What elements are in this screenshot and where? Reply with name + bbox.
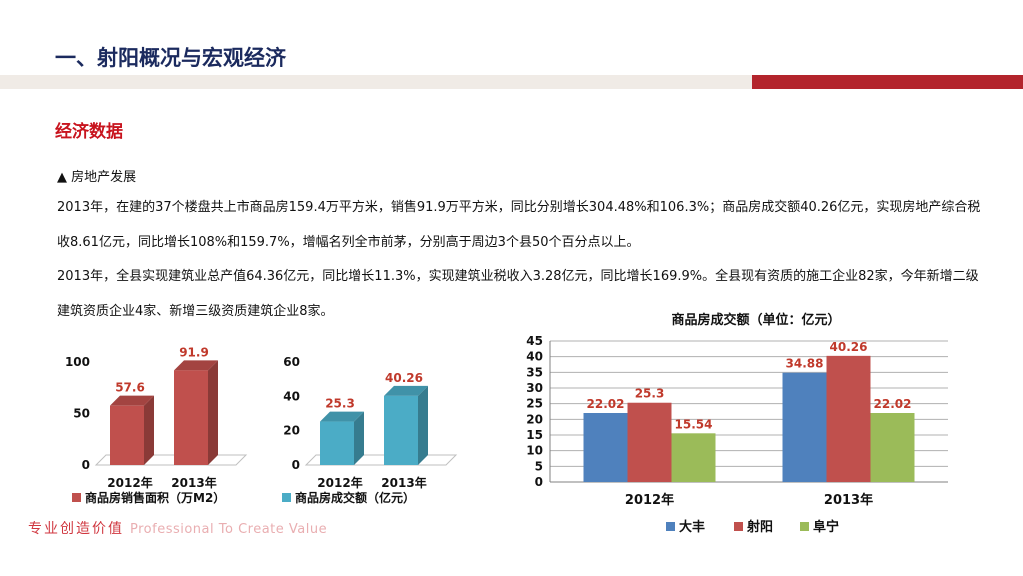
legend-swatch xyxy=(666,522,675,531)
header-divider-bar xyxy=(0,75,752,89)
bar-side xyxy=(208,360,218,465)
footer-logo-cn: 专业创造价值 xyxy=(28,521,124,537)
footer-logo-en: Professional To Create Value xyxy=(130,522,328,537)
x-tick-label: 2013年 xyxy=(381,475,426,490)
y-tick-label: 15 xyxy=(526,428,543,442)
data-label: 25.3 xyxy=(325,397,355,411)
bar xyxy=(671,433,716,482)
legend-label: 大丰 xyxy=(679,519,705,535)
paragraph-real-estate: 2013年，在建的37个楼盘共上市商品房159.4万平方米，销售91.9万平方米… xyxy=(57,200,981,250)
y-tick-label: 10 xyxy=(526,444,543,458)
footer-logo: 专业创造价值 Professional To Create Value xyxy=(28,518,327,538)
y-tick-label: 0 xyxy=(82,458,90,472)
y-tick-label: 30 xyxy=(526,381,543,395)
y-tick-label: 20 xyxy=(526,412,543,426)
chart-title: 商品房成交额（单位：亿元） xyxy=(671,312,840,328)
y-tick-label: 40 xyxy=(283,389,300,403)
y-tick-label: 60 xyxy=(283,355,300,369)
legend-swatch xyxy=(800,522,809,531)
data-label: 40.26 xyxy=(830,340,868,354)
bar xyxy=(110,405,144,465)
bar xyxy=(782,372,827,482)
bar-side xyxy=(354,411,364,465)
header-accent-bar xyxy=(752,75,1023,89)
y-tick-label: 40 xyxy=(526,350,543,364)
bar xyxy=(174,370,208,465)
data-label: 34.88 xyxy=(786,357,824,371)
bar-top xyxy=(110,395,154,406)
bar xyxy=(870,413,915,482)
legend-label: 商品房销售面积（万M2） xyxy=(85,490,225,505)
bar-top xyxy=(174,360,218,371)
legend-label: 阜宁 xyxy=(813,519,839,535)
subheading: ▲ 房地产发展 xyxy=(57,170,137,185)
x-tick-label: 2012年 xyxy=(107,475,152,490)
data-label: 22.02 xyxy=(874,397,912,411)
section-heading: 经济数据 xyxy=(55,122,123,142)
bar xyxy=(826,355,871,482)
x-tick-label: 2013年 xyxy=(171,475,216,490)
bar-side xyxy=(418,385,428,465)
data-label: 57.6 xyxy=(115,381,145,395)
y-tick-label: 0 xyxy=(292,458,300,472)
bar-side xyxy=(144,395,154,465)
y-tick-label: 45 xyxy=(526,334,543,348)
data-label: 91.9 xyxy=(179,345,209,359)
y-tick-label: 50 xyxy=(73,407,90,421)
x-tick-label: 2012年 xyxy=(317,475,362,490)
page-title: 一、射阳概况与宏观经济 xyxy=(55,46,286,70)
legend-swatch xyxy=(282,493,291,502)
y-tick-label: 35 xyxy=(526,365,543,379)
y-tick-label: 20 xyxy=(283,424,300,438)
bar-top xyxy=(320,411,364,422)
x-tick-label: 2013年 xyxy=(824,492,873,508)
bar xyxy=(583,413,628,482)
bar xyxy=(627,402,672,482)
legend-label: 射阳 xyxy=(746,519,773,535)
legend-swatch xyxy=(734,522,743,531)
bar-top xyxy=(384,385,428,396)
legend-swatch xyxy=(72,493,81,502)
y-tick-label: 25 xyxy=(526,397,543,411)
data-label: 25.3 xyxy=(635,387,665,401)
paragraph-construction: 2013年，全县实现建筑业总产值64.36亿元，同比增长11.3%，实现建筑业税… xyxy=(57,269,979,319)
bar xyxy=(384,395,418,465)
bar xyxy=(320,421,354,465)
data-label: 22.02 xyxy=(587,397,625,411)
x-tick-label: 2012年 xyxy=(625,492,674,508)
data-label: 40.26 xyxy=(385,371,423,385)
y-tick-label: 5 xyxy=(535,459,543,473)
legend-label: 商品房成交额（亿元） xyxy=(295,490,415,505)
y-tick-label: 100 xyxy=(65,355,90,369)
data-label: 15.54 xyxy=(675,417,713,431)
y-tick-label: 0 xyxy=(535,475,543,489)
